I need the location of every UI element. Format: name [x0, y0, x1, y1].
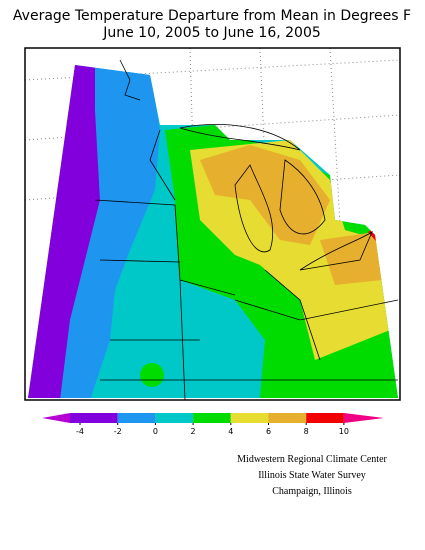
color-swatch [155, 413, 194, 423]
map [24, 47, 401, 401]
color-swatch [193, 413, 231, 423]
credit: Illinois State Water Survey [258, 470, 366, 481]
color-arrow [343, 413, 384, 423]
tick-label: 6 [266, 427, 271, 436]
title: Average Temperature Departure from Mean … [13, 8, 411, 24]
color-swatch [306, 413, 344, 423]
credit: Champaign, Illinois [272, 486, 352, 497]
color-bar: -4 -2 0 2 4 6 8 10 [30, 413, 384, 436]
credit: Midwestern Regional Climate Center [237, 454, 387, 465]
tick-label: 8 [304, 427, 309, 436]
color-swatch [230, 413, 269, 423]
temperature-field [28, 65, 398, 398]
tick-label: -2 [114, 427, 122, 436]
map-frame [24, 47, 401, 401]
subtitle: June 10, 2005 to June 16, 2005 [102, 25, 321, 41]
tick-label: 4 [228, 427, 233, 436]
color-swatch [70, 413, 118, 423]
color-arrow [30, 413, 52, 418]
color-swatch [268, 413, 307, 423]
color-arrow [42, 413, 70, 423]
tick-label: 0 [153, 427, 158, 436]
tick-label: -4 [76, 427, 84, 436]
tick-label: 2 [191, 427, 196, 436]
color-swatch [117, 413, 156, 423]
tick-label: 10 [339, 427, 349, 436]
